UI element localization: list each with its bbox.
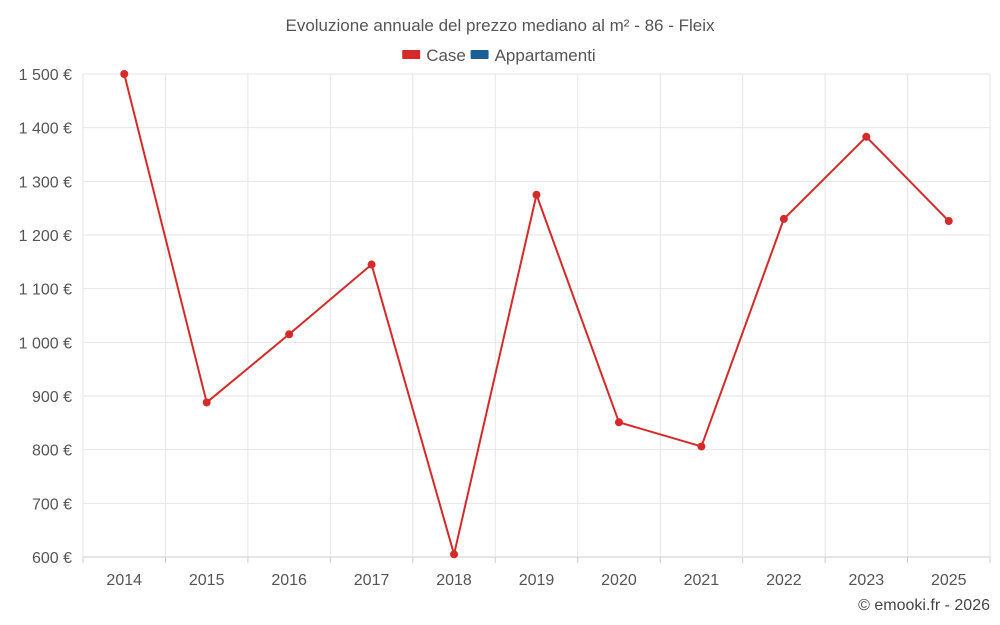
- y-tick-label: 600 €: [32, 550, 72, 567]
- x-tick-label: 2017: [354, 572, 390, 589]
- grid: [82, 73, 991, 563]
- legend-item-case[interactable]: Case: [402, 46, 466, 65]
- series-layer: [120, 70, 953, 559]
- y-tick-label: 1 300 €: [19, 174, 72, 191]
- legend-swatch: [402, 50, 421, 59]
- legend-label: Appartamenti: [495, 46, 596, 65]
- x-tick-label: 2022: [766, 572, 802, 589]
- data-point[interactable]: [697, 442, 706, 451]
- legend: Case Appartamenti: [402, 46, 596, 65]
- y-tick-label: 800 €: [32, 443, 72, 460]
- data-point[interactable]: [285, 330, 294, 339]
- data-point[interactable]: [450, 550, 459, 559]
- x-tick-label: 2021: [684, 572, 720, 589]
- x-tick-label: 2023: [849, 572, 885, 589]
- x-tick-label: 2016: [271, 572, 307, 589]
- data-point[interactable]: [532, 190, 541, 199]
- x-tick-label: 2025: [931, 572, 967, 589]
- data-point[interactable]: [202, 398, 211, 407]
- x-tick-label: 2018: [436, 572, 472, 589]
- y-tick-label: 700 €: [32, 496, 72, 513]
- data-point[interactable]: [862, 132, 871, 141]
- y-tick-label: 900 €: [32, 389, 72, 406]
- x-tick-label: 2019: [519, 572, 555, 589]
- y-tick-label: 1 100 €: [19, 282, 72, 299]
- legend-item-appartamenti[interactable]: Appartamenti: [470, 46, 596, 65]
- legend-label: Case: [426, 46, 466, 65]
- data-point[interactable]: [944, 217, 953, 226]
- x-tick-label: 2020: [601, 572, 637, 589]
- data-point[interactable]: [367, 260, 376, 269]
- x-axis: 2014 2015 2016 2017 2018 2019 2020 2021 2022 2023…: [106, 572, 966, 589]
- x-tick-label: 2014: [106, 572, 142, 589]
- legend-swatch: [470, 50, 489, 59]
- y-tick-label: 1 000 €: [19, 335, 72, 352]
- y-tick-label: 1 500 €: [19, 67, 72, 84]
- data-point[interactable]: [614, 418, 623, 427]
- y-tick-label: 1 400 €: [19, 121, 72, 138]
- data-point[interactable]: [779, 214, 788, 223]
- y-axis: 600 € 700 € 800 € 900 € 1 000 € 1 100 € 1 200 …: [19, 67, 72, 567]
- chart-title: Evoluzione annuale del prezzo mediano al…: [285, 16, 715, 35]
- y-tick-label: 1 200 €: [19, 228, 72, 245]
- x-tick-label: 2015: [189, 572, 225, 589]
- data-point[interactable]: [120, 70, 129, 78]
- credit-text: © emooki.fr - 2026: [858, 597, 990, 614]
